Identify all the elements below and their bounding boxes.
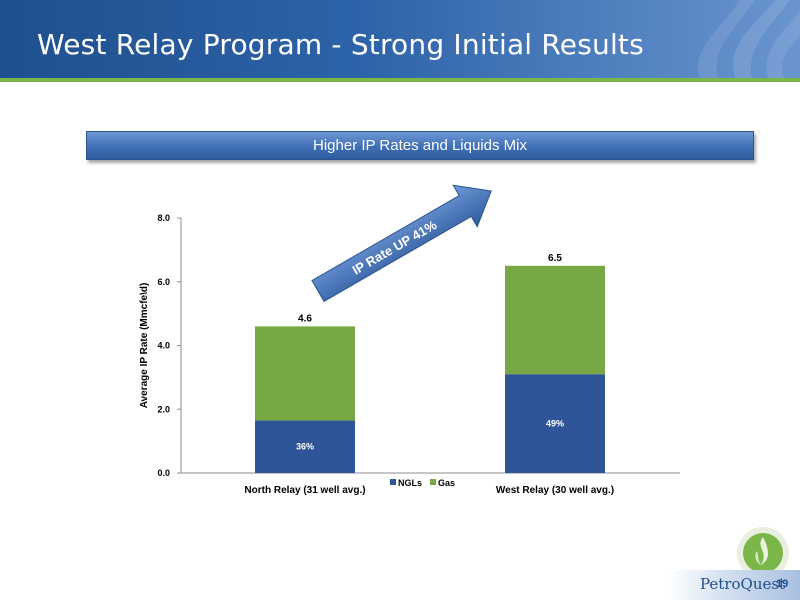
company-logo-text: PetroQuest: [700, 575, 786, 593]
bar-gas-0: [255, 326, 355, 421]
legend-label-ngls: NGLs: [398, 478, 422, 488]
bar-gas-1: [505, 265, 605, 375]
y-tick-label: 6.0: [157, 277, 170, 287]
y-axis-title: Average IP Rate (Mmcfe\d): [139, 283, 150, 409]
ngl-share-label: 36%: [296, 442, 314, 452]
y-tick-label: 0.0: [157, 468, 170, 478]
section-banner: Higher IP Rates and Liquids Mix: [86, 131, 754, 160]
header-accent-stripe: [0, 78, 800, 82]
bar-total-label: 6.5: [548, 253, 562, 264]
bar-ngls-1: [505, 374, 605, 473]
category-label: West Relay (30 well avg.): [496, 485, 614, 496]
legend-swatch-ngls: [390, 479, 396, 485]
legend-label-gas: Gas: [438, 478, 455, 488]
y-tick-label: 4.0: [157, 341, 170, 351]
bar-ngls-0: [255, 420, 355, 473]
category-label: North Relay (31 well avg.): [244, 485, 365, 496]
arrow-annotation-text: IP Rate UP 41%: [350, 217, 440, 278]
bar-total-label: 4.6: [298, 313, 312, 324]
ngl-share-label: 49%: [546, 419, 564, 429]
footer-bar: [668, 570, 800, 600]
ip-rate-arrow: IP Rate UP 41%: [311, 184, 492, 303]
legend-swatch-gas: [430, 479, 436, 485]
y-tick-label: 8.0: [157, 213, 170, 223]
arrow-shape: [311, 184, 492, 303]
page-number: 19: [776, 578, 789, 590]
flame-watermark-icon: [698, 0, 800, 78]
y-tick-label: 2.0: [157, 404, 170, 414]
petroquest-flame-emblem-icon: [737, 527, 789, 579]
slide-title: West Relay Program - Strong Initial Resu…: [37, 28, 644, 61]
title-bar: West Relay Program - Strong Initial Resu…: [0, 0, 800, 78]
